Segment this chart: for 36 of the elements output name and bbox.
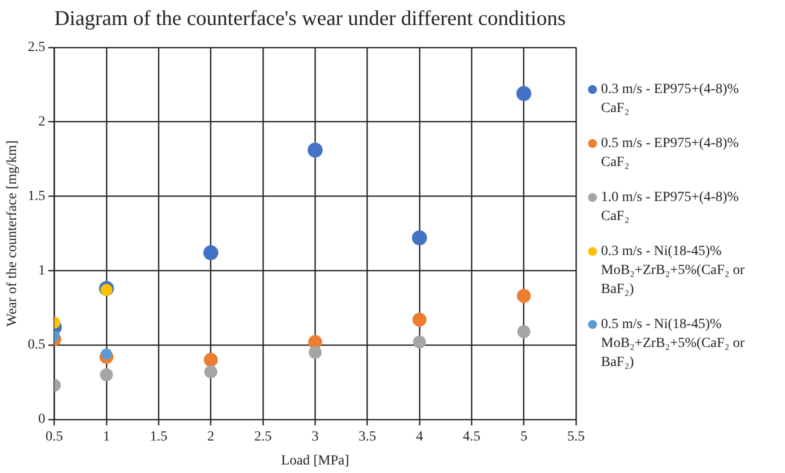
legend-label: 1.0 m/s - EP975+(4-8)% CaF₂ <box>601 189 740 226</box>
legend-label: 0.3 m/s - EP975+(4-8)% CaF₂ <box>601 81 740 118</box>
x-axis-title: Load [MPa] <box>281 453 350 468</box>
point <box>203 245 218 260</box>
x-tick-label: 5 <box>520 429 528 444</box>
x-tick-label: 1 <box>102 429 110 444</box>
chart-title: Diagram of the counterface's wear under different conditions <box>53 6 567 31</box>
x-tick-label: 5.5 <box>567 429 585 444</box>
point <box>412 336 426 349</box>
y-tick-label: 2.5 <box>28 40 46 56</box>
x-tick-label: 1.5 <box>150 429 168 444</box>
y-tick-label: 1 <box>38 263 46 278</box>
x-tick-label: 4 <box>416 429 423 444</box>
point <box>308 142 323 158</box>
point <box>412 312 426 327</box>
point <box>516 288 531 303</box>
x-tick-label: 4.5 <box>462 429 480 444</box>
point <box>412 230 427 246</box>
y-tick-label: 2 <box>38 114 46 130</box>
y-tick-label: 1.5 <box>28 188 46 204</box>
point <box>100 368 113 382</box>
x-tick-label: 2 <box>207 429 214 444</box>
y-tick-label: 0.5 <box>28 338 46 353</box>
y-tick-label: 0 <box>38 412 46 428</box>
point <box>204 365 218 378</box>
y-axis-title: Wear of the counterface [mg/km] <box>5 140 20 327</box>
legend-label: 0.3 m/s - Ni(18-45)% MoB₂+ZrB₂+5%(CaF₂ or BaF₂) <box>601 243 746 299</box>
legend-label: 0.5 m/s - Ni(18-45)% MoB₂+ZrB₂+5%(CaF₂ or BaF₂) <box>601 316 746 372</box>
legend-label: 0.5 m/s - EP975+(4-8)% CaF₂ <box>601 135 740 172</box>
point <box>308 346 322 359</box>
x-tick-label: 3.5 <box>358 429 376 444</box>
point <box>517 325 530 338</box>
x-tick-label: 2.5 <box>254 429 272 444</box>
x-tick-label: 3 <box>312 429 319 444</box>
point <box>204 352 218 367</box>
point <box>516 86 532 102</box>
